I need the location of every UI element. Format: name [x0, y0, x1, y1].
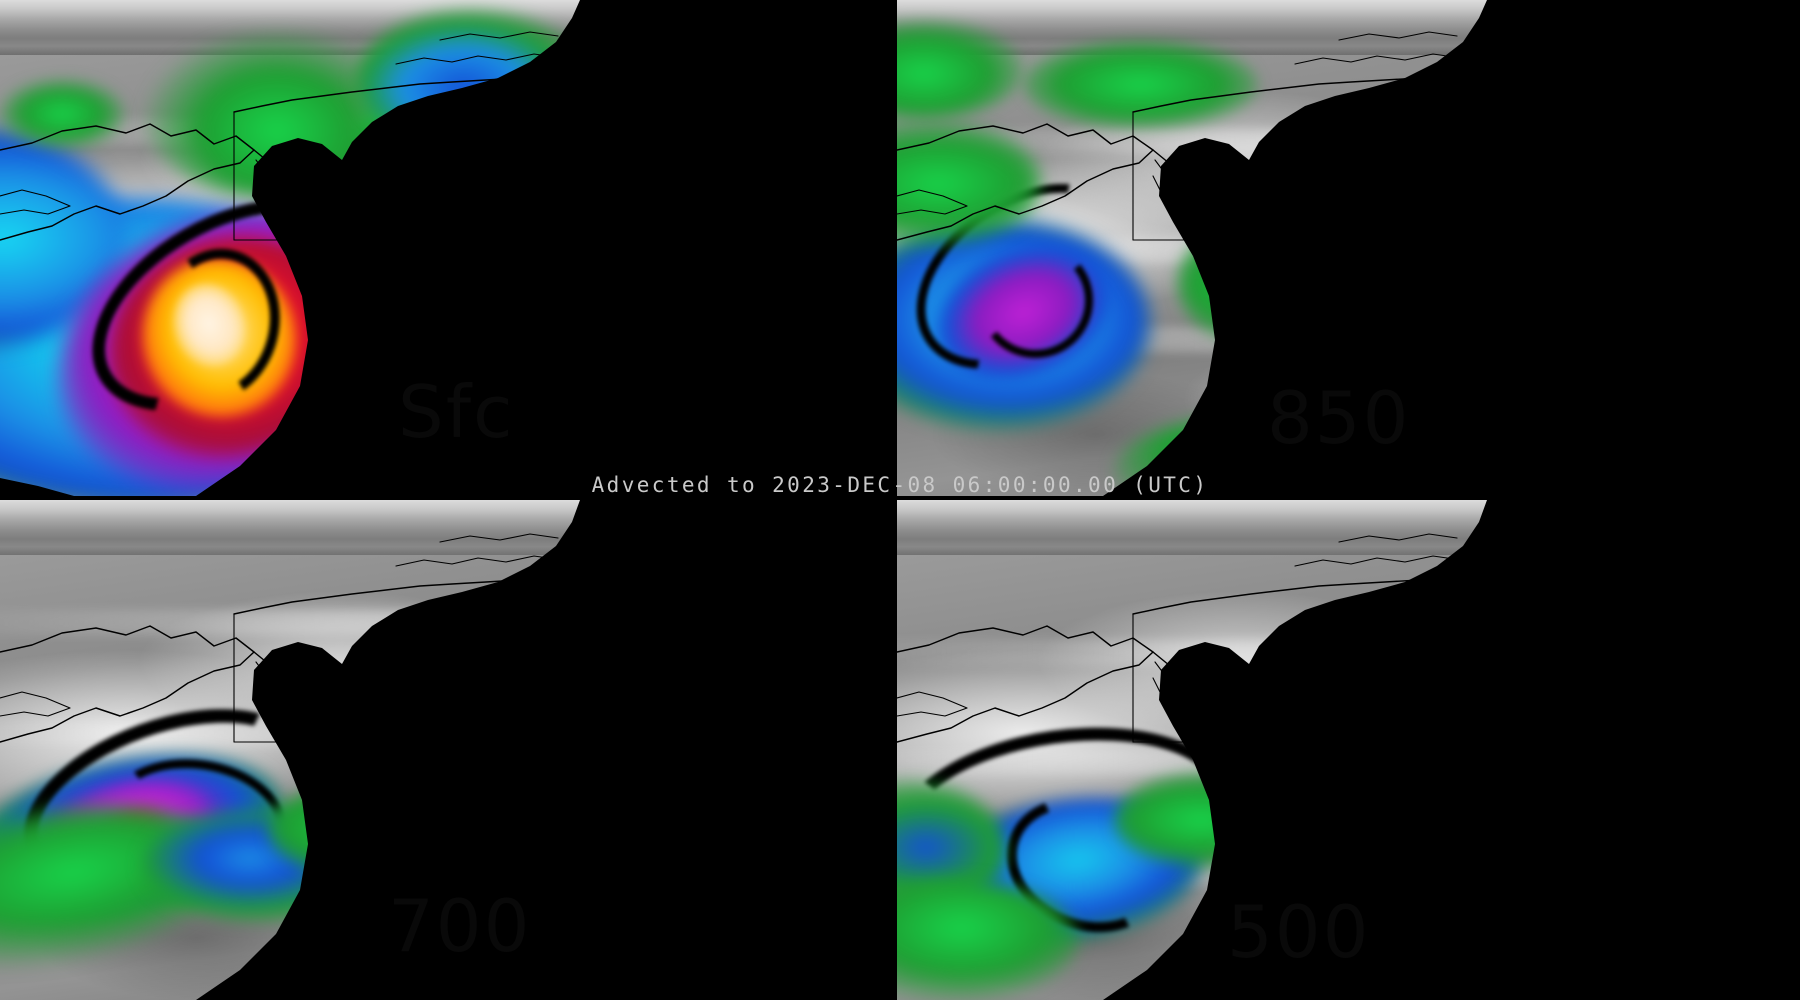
- moisture-blob-green: [897, 19, 1024, 120]
- moisture-overlay-700: [0, 500, 893, 1000]
- moisture-blob-atlantic: [553, 800, 768, 890]
- moisture-blob-atlantic: [741, 119, 893, 229]
- panel-divider-horizontal: [0, 496, 1800, 500]
- moisture-blob-atlantic: [1511, 248, 1710, 348]
- moisture-blob-atlantic: [616, 248, 831, 358]
- moisture-blob-green: [0, 79, 126, 149]
- panel-500[interactable]: 500: [897, 500, 1800, 1000]
- panel-divider-vertical-top: [893, 0, 897, 496]
- moisture-blob-green: [1176, 218, 1340, 348]
- panel-850[interactable]: 850: [897, 0, 1800, 496]
- moisture-overlay-sfc: [0, 0, 893, 496]
- moisture-blob-green: [1438, 59, 1620, 149]
- panel-sfc[interactable]: Sfc: [0, 0, 893, 496]
- timestamp-banner: Advected to 2023-DEC-08 06:00:00.00 (UTC…: [591, 473, 1209, 497]
- moisture-overlay-500: [897, 500, 1800, 1000]
- panel-700[interactable]: 700: [0, 500, 893, 1000]
- moisture-blob-green: [267, 780, 465, 880]
- moisture-blob-green: [1113, 770, 1313, 870]
- moisture-blob-green: [553, 39, 715, 139]
- moisture-blob-green: [1023, 39, 1259, 129]
- moisture-blob-green: [571, 600, 733, 680]
- moisture-overlay-850: [897, 0, 1800, 496]
- moisture-blob-green: [392, 640, 518, 710]
- panel-divider-vertical-bottom: [893, 500, 897, 1000]
- moisture-blob-atlantic: [1637, 138, 1800, 248]
